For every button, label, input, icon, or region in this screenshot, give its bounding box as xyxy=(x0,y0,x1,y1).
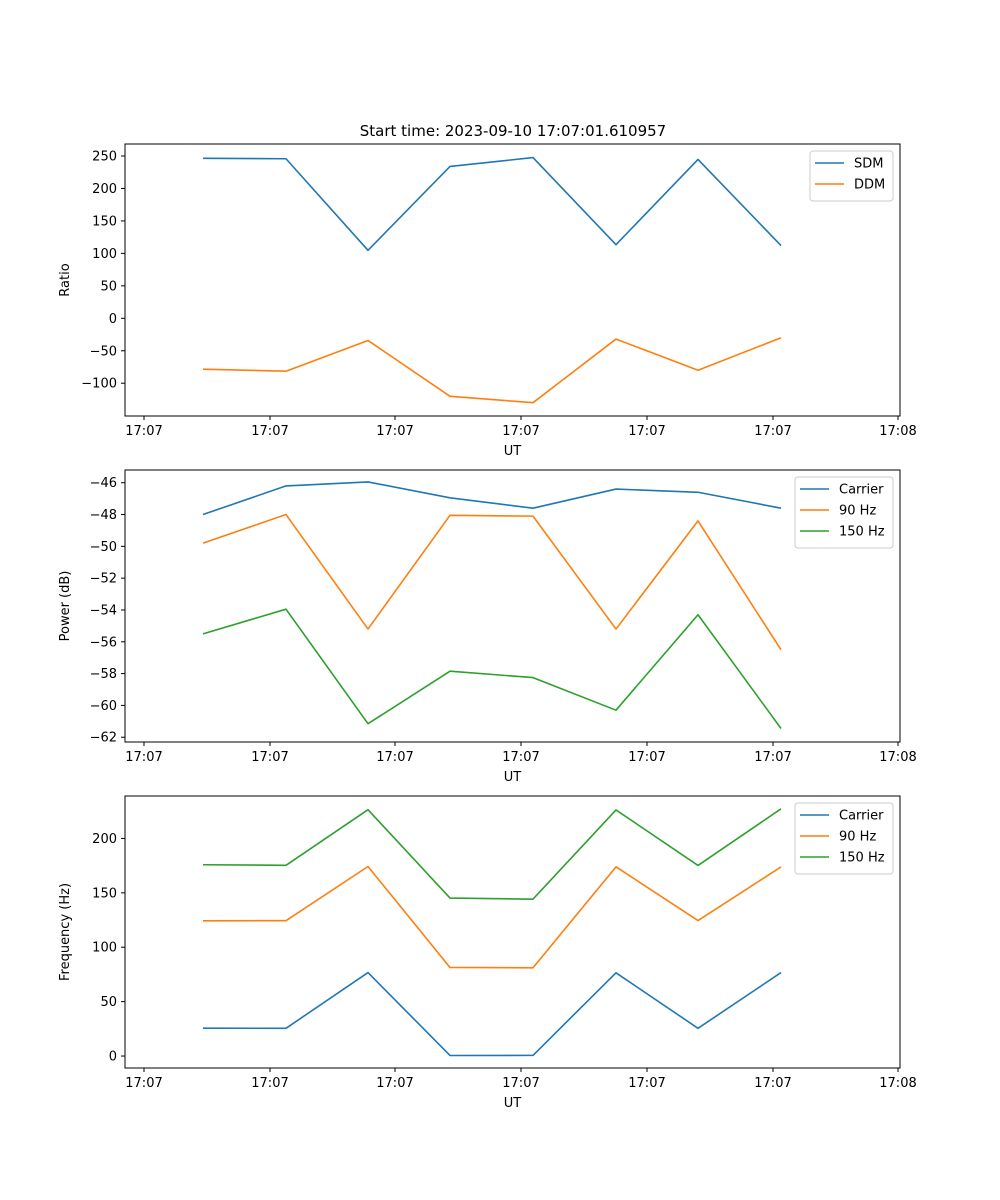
legend-label: Carrier xyxy=(839,809,884,824)
series-line-sdm xyxy=(202,156,782,252)
y-tick-label: 0 xyxy=(109,312,117,327)
y-tick-label: 200 xyxy=(92,182,117,197)
figure-title: Start time: 2023-09-10 17:07:01.610957 xyxy=(360,122,666,140)
series-line-ddm xyxy=(202,337,782,404)
y-tick-label: 100 xyxy=(92,247,117,262)
x-tick-label: 17:07 xyxy=(125,750,162,765)
y-tick-label: −54 xyxy=(90,603,117,618)
y-tick-label: 50 xyxy=(100,995,117,1010)
x-tick-label: 17:07 xyxy=(251,1076,288,1091)
x-tick-label: 17:07 xyxy=(628,750,665,765)
panel-3: 17:07 17:07 17:07 17:07 17:07 17:07 17:08 0 50 10… xyxy=(58,795,917,1111)
panel-1: 17:07 17:07 17:07 17:07 17:07 17:07 17:08 −100 −… xyxy=(58,143,917,459)
legend-label: 90 Hz xyxy=(839,830,876,845)
y-tick-label: 100 xyxy=(92,941,117,956)
x-tick-label: 17:07 xyxy=(251,750,288,765)
legend-label: Carrier xyxy=(839,483,884,498)
x-tick-label: 17:07 xyxy=(628,1076,665,1091)
x-tick-label: 17:07 xyxy=(376,750,413,765)
legend-label: DDM xyxy=(854,178,885,193)
y-tick-label: 50 xyxy=(100,279,117,294)
y-tick-label: 200 xyxy=(92,832,117,847)
y-axis-label: Frequency (Hz) xyxy=(58,883,73,981)
x-axis-label: UT xyxy=(504,1096,522,1111)
y-tick-label: −46 xyxy=(90,476,117,491)
series-line-90-hz xyxy=(202,513,782,651)
axes-frame xyxy=(124,469,901,743)
x-tick-label: 17:07 xyxy=(376,424,413,439)
axes-frame xyxy=(124,795,901,1069)
legend-label: 150 Hz xyxy=(839,851,885,866)
x-tick-label: 17:07 xyxy=(502,1076,539,1091)
x-tick-label: 17:07 xyxy=(754,750,791,765)
y-tick-label: 250 xyxy=(92,150,117,165)
y-tick-label: 150 xyxy=(92,214,117,229)
panel-2: 17:07 17:07 17:07 17:07 17:07 17:07 17:08 −62 −6… xyxy=(58,469,917,785)
y-tick-label: −50 xyxy=(90,344,117,359)
panels: 17:07 17:07 17:07 17:07 17:07 17:07 17:08 −100 −… xyxy=(58,143,917,1111)
x-tick-label: 17:07 xyxy=(502,424,539,439)
x-tick-label: 17:07 xyxy=(628,424,665,439)
y-tick-label: −56 xyxy=(90,635,117,650)
y-tick-label: −50 xyxy=(90,540,117,555)
x-tick-label: 17:08 xyxy=(879,1076,916,1091)
y-tick-label: 0 xyxy=(109,1050,117,1065)
x-axis-label: UT xyxy=(504,444,522,459)
series-line-150-hz xyxy=(202,808,782,900)
x-tick-label: 17:08 xyxy=(879,750,916,765)
series-line-90-hz xyxy=(202,865,782,969)
legend: Carrier 90 Hz 150 Hz xyxy=(794,476,894,549)
y-tick-label: −100 xyxy=(81,377,117,392)
x-tick-label: 17:08 xyxy=(879,424,916,439)
legend-label: SDM xyxy=(854,157,883,172)
x-tick-label: 17:07 xyxy=(376,1076,413,1091)
y-axis-label: Ratio xyxy=(58,263,73,296)
legend-label: 90 Hz xyxy=(839,504,876,519)
legend: Carrier 90 Hz 150 Hz xyxy=(794,802,894,875)
series-line-carrier xyxy=(202,481,782,516)
y-tick-label: −60 xyxy=(90,699,117,714)
axes-frame xyxy=(124,143,901,417)
x-tick-label: 17:07 xyxy=(125,424,162,439)
x-tick-label: 17:07 xyxy=(754,1076,791,1091)
x-axis-label: UT xyxy=(504,770,522,785)
legend-label: 150 Hz xyxy=(839,525,885,540)
y-axis-label: Power (dB) xyxy=(58,571,73,642)
legend: SDM DDM xyxy=(809,150,894,202)
y-tick-label: −52 xyxy=(90,572,117,587)
series-line-carrier xyxy=(202,971,782,1057)
y-tick-label: −62 xyxy=(90,731,117,746)
x-tick-label: 17:07 xyxy=(754,424,791,439)
y-tick-label: −48 xyxy=(90,508,117,523)
series-line-150-hz xyxy=(202,608,782,729)
y-tick-label: 150 xyxy=(92,886,117,901)
x-tick-label: 17:07 xyxy=(125,1076,162,1091)
x-tick-label: 17:07 xyxy=(502,750,539,765)
x-tick-label: 17:07 xyxy=(251,424,288,439)
y-tick-label: −58 xyxy=(90,667,117,682)
